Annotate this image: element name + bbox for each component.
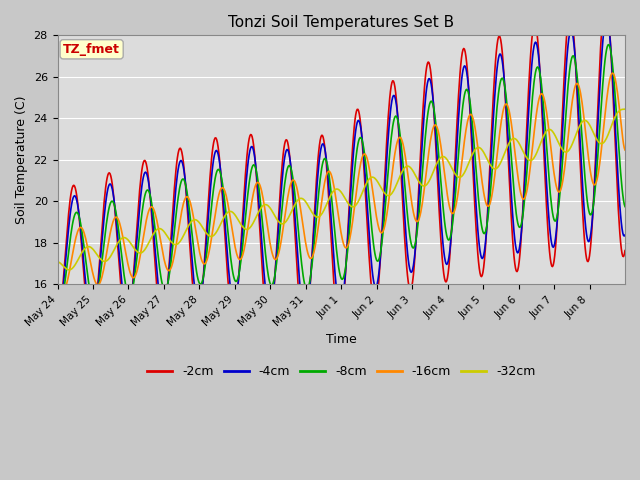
-8cm	[253, 173, 261, 179]
-16cm	[225, 208, 233, 214]
-8cm	[605, 42, 612, 48]
Line: -2cm: -2cm	[58, 0, 625, 337]
Legend: -2cm, -4cm, -8cm, -16cm, -32cm: -2cm, -4cm, -8cm, -16cm, -32cm	[142, 360, 540, 383]
-4cm	[54, 322, 61, 328]
Line: -8cm: -8cm	[58, 45, 625, 309]
-16cm	[275, 250, 283, 256]
-4cm	[400, 201, 408, 206]
-16cm	[609, 70, 616, 76]
-32cm	[65, 267, 73, 273]
-32cm	[275, 219, 283, 225]
Line: -32cm: -32cm	[58, 109, 625, 270]
-4cm	[253, 171, 260, 177]
-2cm	[274, 223, 282, 228]
-2cm	[433, 153, 440, 159]
-32cm	[253, 212, 261, 217]
-2cm	[602, 0, 610, 1]
-32cm	[401, 165, 408, 171]
-4cm	[120, 300, 128, 305]
-32cm	[121, 235, 129, 240]
-2cm	[54, 330, 61, 336]
-2cm	[253, 175, 260, 181]
-32cm	[54, 259, 61, 264]
-16cm	[433, 123, 440, 129]
-4cm	[432, 130, 440, 135]
-32cm	[621, 106, 629, 112]
-4cm	[274, 232, 282, 238]
-2cm	[300, 335, 308, 340]
-16cm	[59, 289, 67, 295]
Text: TZ_fmet: TZ_fmet	[63, 43, 120, 56]
Y-axis label: Soil Temperature (C): Soil Temperature (C)	[15, 96, 28, 224]
Line: -16cm: -16cm	[58, 73, 625, 292]
-32cm	[225, 209, 233, 215]
-32cm	[433, 162, 440, 168]
-2cm	[120, 315, 128, 321]
-16cm	[54, 284, 61, 289]
-8cm	[401, 179, 408, 185]
-8cm	[433, 125, 440, 131]
-16cm	[401, 149, 408, 155]
-2cm	[225, 284, 232, 289]
-16cm	[621, 147, 629, 153]
-2cm	[401, 233, 408, 239]
-4cm	[603, 16, 611, 22]
X-axis label: Time: Time	[326, 334, 356, 347]
-8cm	[54, 306, 61, 312]
-8cm	[54, 306, 62, 312]
-4cm	[225, 264, 232, 270]
-8cm	[121, 277, 129, 283]
-16cm	[253, 180, 261, 185]
-4cm	[621, 232, 629, 238]
-8cm	[621, 204, 629, 209]
-2cm	[621, 248, 629, 253]
-16cm	[121, 245, 129, 251]
-8cm	[275, 240, 283, 246]
Title: Tonzi Soil Temperatures Set B: Tonzi Soil Temperatures Set B	[228, 15, 454, 30]
-8cm	[225, 242, 233, 248]
Line: -4cm: -4cm	[58, 19, 625, 325]
